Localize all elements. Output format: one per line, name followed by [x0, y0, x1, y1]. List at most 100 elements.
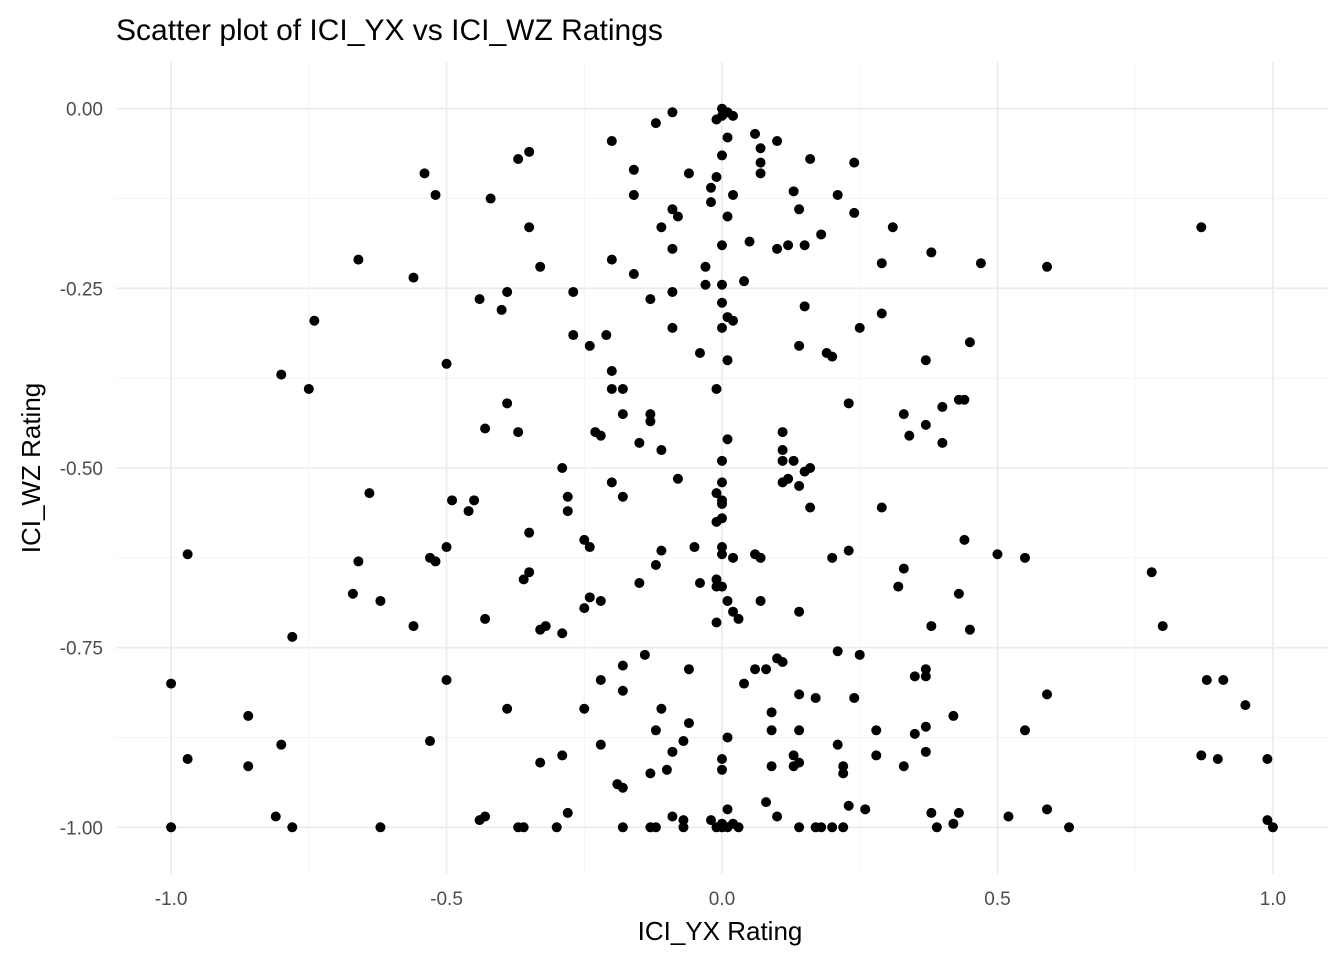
data-point [441, 542, 452, 553]
data-point [502, 703, 513, 714]
data-point [827, 351, 838, 362]
data-point [672, 473, 683, 484]
data-point [766, 761, 777, 772]
data-point [667, 811, 678, 822]
data-point [722, 132, 733, 143]
data-point [535, 624, 546, 635]
data-point [711, 617, 722, 628]
data-point [441, 674, 452, 685]
data-point [656, 703, 667, 714]
data-point [562, 491, 573, 502]
data-point [959, 394, 970, 405]
data-point [524, 222, 535, 233]
data-point [513, 427, 524, 438]
data-point [992, 549, 1003, 560]
data-point [876, 502, 887, 513]
data-point [871, 725, 882, 736]
data-point [606, 136, 617, 147]
data-point [816, 229, 827, 240]
data-point [535, 261, 546, 272]
data-point [667, 243, 678, 254]
y-axis-label: ICI_WZ Rating [16, 383, 46, 554]
data-point [926, 621, 937, 632]
data-point [705, 197, 716, 208]
y-tick-label: -0.25 [60, 279, 103, 300]
data-point [728, 189, 739, 200]
data-point [904, 430, 915, 441]
data-point [689, 542, 700, 553]
data-point [353, 556, 364, 567]
data-point [711, 581, 722, 592]
data-point [375, 822, 386, 833]
data-point [667, 107, 678, 118]
data-point [717, 455, 727, 466]
data-point [474, 294, 485, 305]
y-axis-tick-labels: 0.00 -0.25 -0.50 -0.75 -1.00 [60, 100, 103, 840]
data-point [849, 692, 860, 703]
data-point [524, 146, 535, 157]
data-point [744, 236, 755, 247]
data-point [838, 822, 849, 833]
major-gridlines [116, 62, 1328, 874]
data-point [733, 613, 744, 624]
data-point [425, 736, 436, 747]
data-point [920, 671, 931, 682]
data-point [788, 186, 799, 197]
data-point [557, 628, 568, 639]
data-point [794, 725, 805, 736]
data-point [755, 143, 766, 154]
data-point [661, 764, 672, 775]
data-point [524, 527, 535, 538]
data-point [562, 506, 573, 517]
data-point [524, 567, 535, 578]
y-tick-label: 0.00 [66, 100, 103, 121]
data-point [711, 383, 722, 394]
data-point [799, 240, 810, 251]
data-point [182, 754, 193, 765]
data-point [794, 204, 805, 215]
data-point [650, 822, 661, 833]
data-point [678, 736, 689, 747]
data-point [1240, 700, 1251, 711]
x-tick-label: 1.0 [1260, 889, 1286, 910]
data-point [777, 445, 788, 456]
data-point [1042, 804, 1053, 815]
data-point [755, 168, 766, 179]
data-point [898, 761, 909, 772]
y-tick-label: -0.50 [60, 459, 103, 480]
data-point [755, 157, 766, 168]
data-point [711, 488, 722, 499]
data-point [739, 678, 750, 689]
y-tick-label: -1.00 [60, 818, 103, 839]
data-point [568, 286, 579, 297]
data-point [964, 624, 975, 635]
data-point [838, 768, 849, 779]
data-point [876, 308, 887, 319]
data-point [805, 154, 816, 165]
data-point [705, 815, 716, 826]
data-point [634, 437, 645, 448]
data-point [728, 552, 739, 563]
data-point [584, 340, 595, 351]
data-point [606, 365, 617, 376]
data-point [838, 761, 849, 772]
data-point [1042, 261, 1053, 272]
data-point [717, 240, 727, 251]
data-point [849, 207, 860, 218]
data-point [1218, 674, 1229, 685]
data-point [777, 427, 788, 438]
data-point [408, 272, 419, 283]
data-point [937, 437, 948, 448]
data-point [513, 154, 524, 165]
data-point [535, 757, 546, 768]
data-point [1064, 822, 1075, 833]
data-point [920, 664, 931, 675]
data-point [667, 286, 678, 297]
data-point [794, 689, 805, 700]
data-point [617, 383, 628, 394]
data-point [700, 261, 711, 272]
y-tick-label: -0.75 [60, 639, 103, 660]
data-point [485, 193, 496, 204]
data-point [750, 128, 761, 139]
